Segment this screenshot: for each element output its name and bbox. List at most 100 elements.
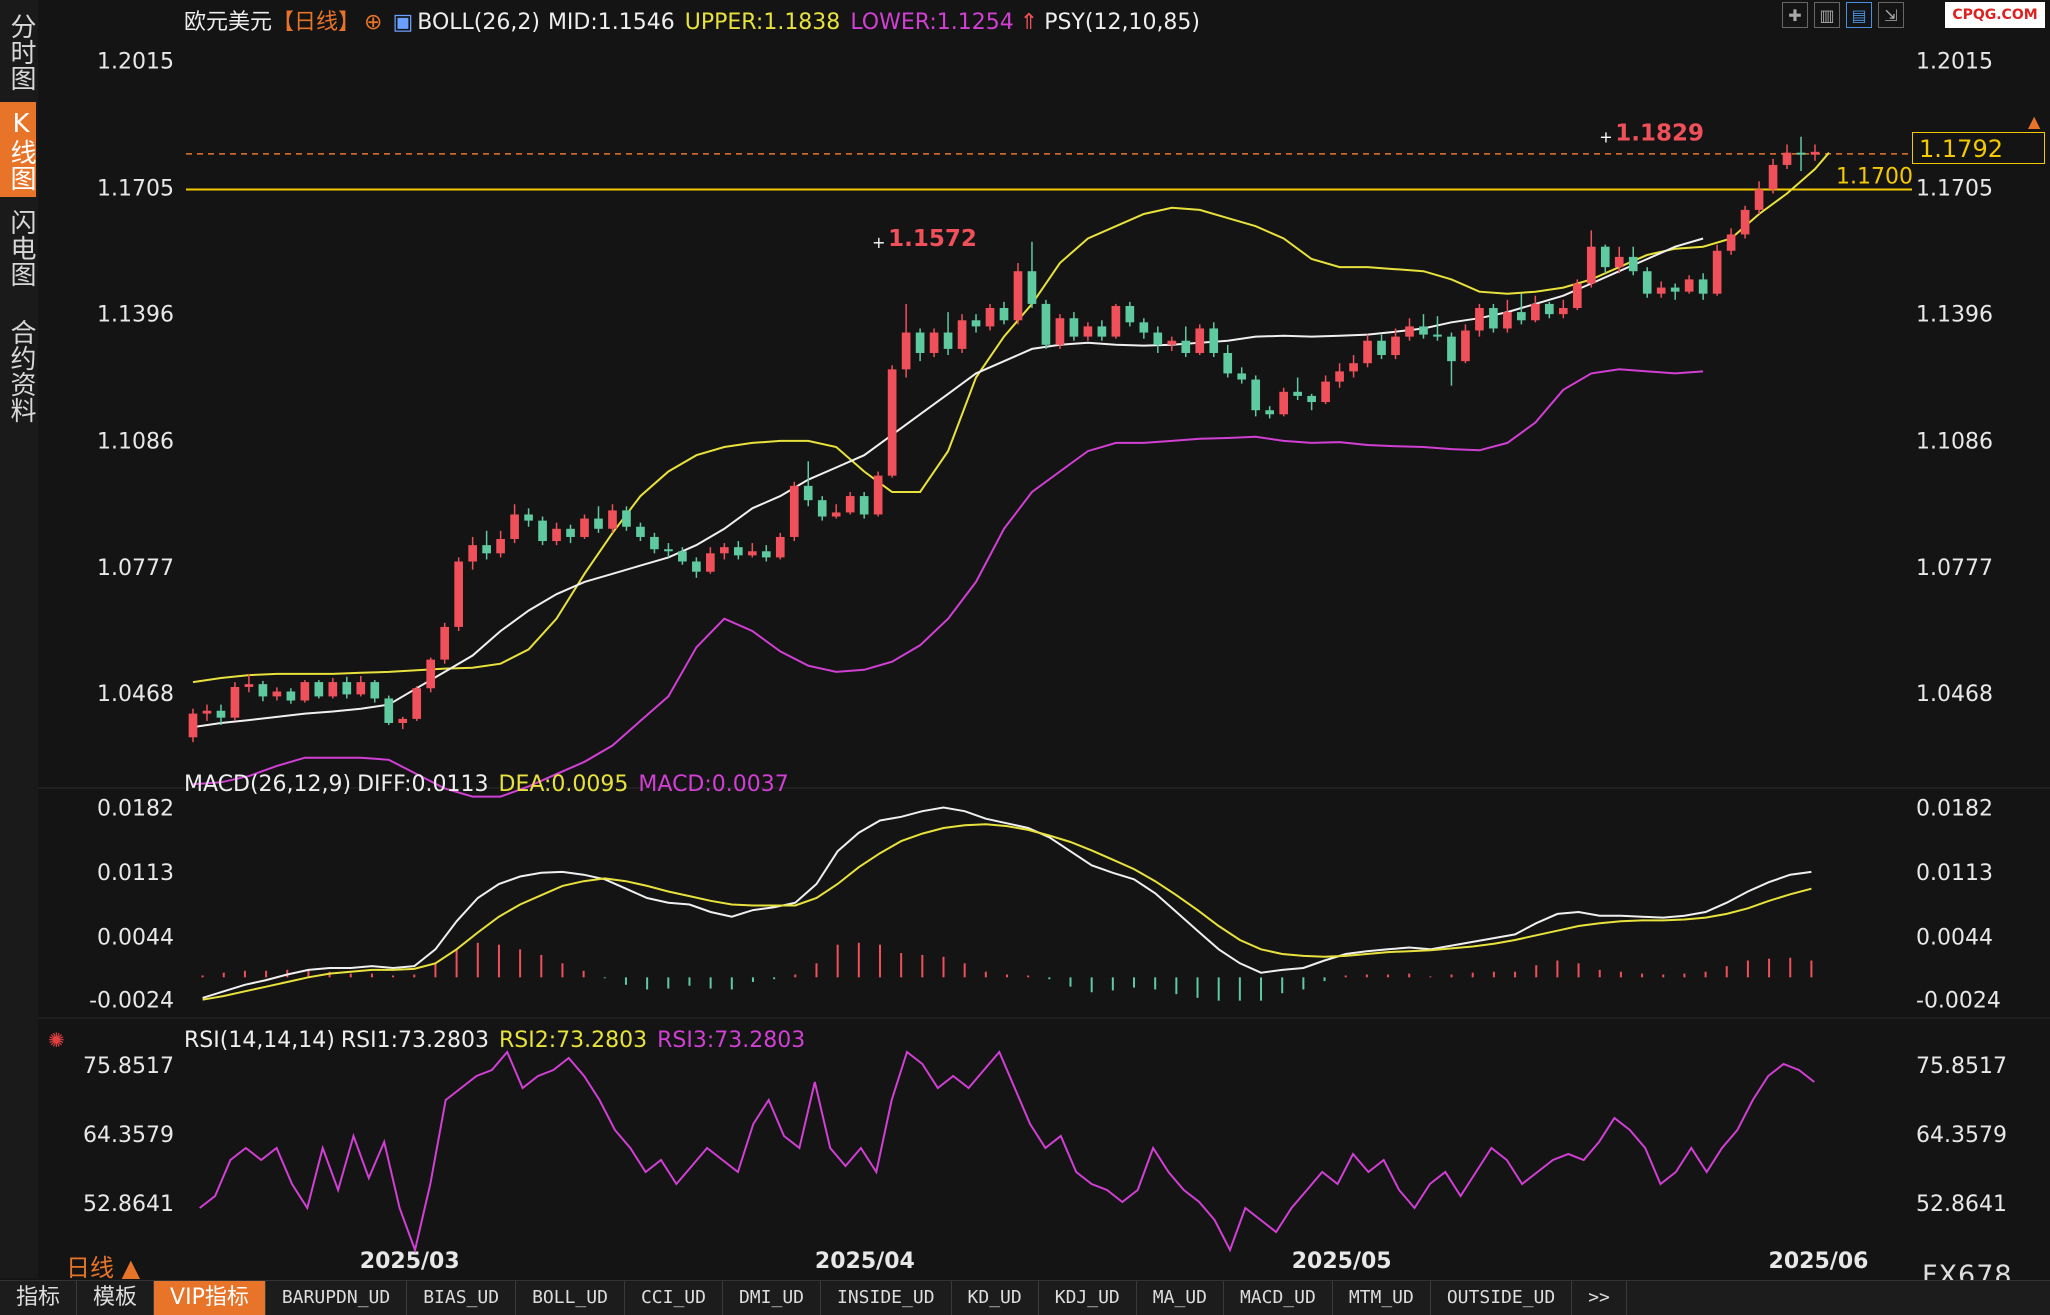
candle-body [454,561,464,627]
indicator-tab[interactable]: MA_UD [1137,1281,1224,1315]
indicator-tab[interactable]: VIP指标 [154,1281,266,1315]
settings-gear-icon[interactable]: ✺ [48,1028,65,1052]
candle [1810,144,1820,161]
candle-body [1139,322,1149,333]
tab-flash-chart[interactable]: 闪电图 [6,208,36,287]
candle [328,678,338,699]
symbol-name: 欧元美元 [184,10,273,35]
candle-body [524,514,533,521]
boll-upper-value: UPPER:1.1838 [684,10,841,35]
macd-y-tick-right: 0.0113 [1916,861,1993,886]
period-selector[interactable]: 日线 ▲ [66,1254,141,1282]
candle [1013,263,1023,325]
candle-body [510,514,519,540]
indicator-tab[interactable]: KDJ_UD [1039,1281,1137,1315]
candle [1167,336,1177,351]
candle-body [1656,287,1666,294]
rsi-label: RSI(14,14,14) [184,1028,335,1053]
candle [1740,205,1750,239]
boll-lower-line [192,368,1704,798]
indicator-tab[interactable]: 指标 [0,1281,78,1315]
candle [622,506,631,531]
candle-body [971,320,981,327]
candle [1656,281,1666,298]
candle [1069,312,1079,341]
candle [747,543,757,558]
candle [915,328,925,362]
crosshair-icon[interactable]: ⊕ [364,10,383,35]
candle-body [1670,287,1680,292]
candle-body [761,551,771,558]
axis-layer: 1.2015 1.2015 1.1705 1.1705 1.1396 1.1396 1.10… [38,50,2050,1274]
indicator-tab[interactable]: BIAS_UD [407,1281,517,1315]
candle-body [803,485,813,501]
candle [1684,275,1694,294]
candle-body [1405,326,1414,337]
candle-body [412,688,422,719]
candle [706,547,715,574]
candle [971,314,981,333]
indicator-tab[interactable]: BARUPDN_UD [266,1281,408,1315]
main-header: 欧元美元【日线】 ⊕ ▣ BOLL(26,2) MID:1.1546 UPPER:1.18… [184,4,1210,36]
candle [552,522,561,546]
candle [789,481,799,542]
candle [1572,279,1582,311]
y-tick-label-left: 1.1705 [97,176,174,201]
candle [1544,301,1554,319]
candle [482,530,491,560]
candle-body [1558,308,1568,315]
candle-body [1055,318,1065,345]
tab-timeshare[interactable]: 分时图 [6,12,36,91]
candle [496,530,505,558]
candle [510,504,519,544]
candle-body [1027,271,1037,304]
indicator-tab[interactable]: MTM_UD [1333,1281,1431,1315]
scroll-up-icon[interactable]: ▲ [2028,112,2041,131]
indicator-tab[interactable]: BOLL_UD [516,1281,625,1315]
candle [650,532,659,554]
candle-body [1642,271,1652,294]
indicator-tab[interactable]: >> [1572,1281,1627,1315]
candle-body [202,710,212,714]
candle-body [1628,256,1638,272]
indicator-tab[interactable]: OUTSIDE_UD [1431,1281,1573,1315]
y-tick-label-right: 1.1396 [1916,303,1993,328]
tab-contract-info[interactable]: 合约资料 [6,319,36,423]
x-tick-label: 2025/03 [360,1249,460,1274]
support-line-label: 1.1700 [1836,164,1913,189]
candle-body [1153,332,1163,345]
candle [943,312,953,356]
boll-upper-line [192,152,1830,684]
candle-body [1363,340,1372,364]
boll-label: BOLL(26,2) [417,10,540,35]
layout-icon[interactable]: ✚ [1782,2,1808,28]
candle-body [1586,246,1596,284]
indicator-icon[interactable]: ▣ [392,10,414,35]
candle [608,504,617,533]
candle-body [1600,246,1610,268]
candle [887,365,897,478]
candle [524,508,533,527]
indicator-tab[interactable]: 模板 [77,1281,155,1315]
boll-mid-line [192,237,1704,729]
indicator-tab[interactable]: CCI_UD [625,1281,723,1315]
candle-body [356,682,366,695]
indicator-tab[interactable]: DMI_UD [723,1281,821,1315]
candle-body [1572,283,1582,309]
left-vertical-tabs: 分时图 K线图 闪电图 合约资料 [0,0,38,1278]
candle [440,622,450,664]
tab-kline[interactable]: K线图 [0,102,36,197]
candle [412,686,422,721]
candle-body [775,536,785,558]
indicator-tab[interactable]: KD_UD [952,1281,1039,1315]
candle-body [1726,234,1736,251]
indicator-tab[interactable]: INSIDE_UD [821,1281,952,1315]
grid-icon[interactable]: ▥ [1814,2,1840,28]
candle [594,506,603,533]
candle-body [1293,391,1302,396]
chart-icon[interactable]: ▤ [1846,2,1872,28]
indicator-tab[interactable]: MACD_UD [1224,1281,1333,1315]
expand-icon[interactable]: ⇲ [1878,2,1904,28]
candle-body [789,485,799,537]
candle-body [482,545,491,554]
